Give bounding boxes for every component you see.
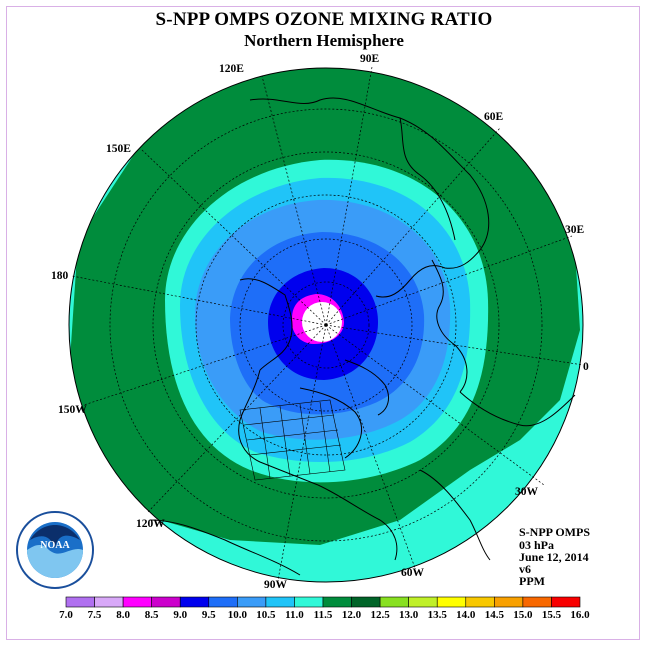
colorbar-tick-label: 15.5 (542, 609, 562, 621)
lon-label-0: 0 (583, 361, 589, 373)
colorbar-tick-label: 13.5 (428, 609, 448, 621)
figure-frame (6, 6, 640, 640)
map-subtitle: Northern Hemisphere (244, 31, 404, 50)
colorbar-swatch (465, 596, 495, 608)
colorbar-tick-label: 12.5 (370, 609, 390, 621)
colorbar-swatch (436, 596, 467, 608)
colorbar-tick-label: 9.0 (173, 609, 187, 621)
colorbar-swatch (379, 596, 409, 608)
lon-label-30w: 30W (515, 486, 539, 498)
colorbar-swatch (179, 596, 210, 608)
map-title: S-NPP OMPS OZONE MIXING RATIO (155, 9, 493, 30)
colorbar-swatch (122, 596, 152, 608)
info-version: v6 (519, 562, 531, 576)
lon-label-120e: 120E (219, 63, 244, 75)
lon-label-150w: 150W (58, 404, 87, 416)
graticule (71, 66, 584, 581)
colorbar-swatch (494, 596, 524, 608)
colorbar: 7.0 7.5 8.0 8.5 9.0 9.5 10.0 10.5 11.0 11.5 12.0 12… (59, 596, 590, 621)
colorbar-tick-label: 12.0 (342, 609, 362, 621)
colorbar-tick-label: 15.0 (513, 609, 533, 621)
colorbar-tick-label: 10.0 (228, 609, 248, 621)
lon-label-90e: 90E (360, 53, 380, 65)
noaa-logo-text: NOAA (40, 540, 70, 551)
colorbar-tick-label: 7.5 (88, 609, 102, 621)
info-instrument: S-NPP OMPS (519, 525, 590, 539)
lon-label-60e: 60E (484, 111, 504, 123)
colorbar-tick-label: 9.5 (202, 609, 216, 621)
lon-label-120w: 120W (136, 518, 165, 530)
colorbar-swatch (322, 596, 352, 608)
colorbar-tick-label: 14.0 (456, 609, 476, 621)
lon-label-30e: 30E (565, 224, 585, 236)
lon-label-90w: 90W (264, 579, 288, 591)
info-level: 03 hPa (519, 538, 555, 552)
colorbar-swatch (151, 596, 181, 608)
info-units: PPM (519, 574, 545, 588)
colorbar-tick-label: 13.0 (399, 609, 419, 621)
colorbar-tick-label: 7.0 (59, 609, 73, 621)
colorbar-swatch (551, 596, 581, 608)
coastlines (149, 97, 576, 576)
colorbar-tick-label: 14.5 (485, 609, 505, 621)
colorbar-swatch (94, 596, 124, 608)
colorbar-swatch (208, 596, 238, 608)
lon-label-180: 180 (51, 270, 69, 282)
colorbar-tick-label: 11.5 (314, 609, 333, 621)
colorbar-tick-label: 16.0 (570, 609, 590, 621)
colorbar-swatch (522, 596, 552, 608)
colorbar-swatch (408, 596, 438, 608)
colorbar-tick-label: 8.5 (145, 609, 159, 621)
hemisphere-boundary (68, 67, 584, 583)
longitude-labels: 90E 60E 30E 0 30W 60W 90W 120W 150W 180 … (51, 53, 589, 591)
colorbar-tick-label: 8.0 (116, 609, 130, 621)
colorbar-swatch (237, 596, 267, 608)
colorbar-swatch (265, 596, 295, 608)
ozone-contours (69, 68, 583, 582)
lon-label-60w: 60W (401, 567, 425, 579)
colorbar-swatch (65, 596, 95, 608)
colorbar-tick-label: 11.0 (285, 609, 304, 621)
lon-label-150e: 150E (106, 143, 131, 155)
us-states (239, 399, 346, 481)
colorbar-swatch (351, 596, 381, 608)
colorbar-tick-label: 10.5 (256, 609, 276, 621)
noaa-logo: NOAA (16, 511, 94, 589)
info-date: June 12, 2014 (519, 550, 589, 564)
colorbar-swatch (294, 596, 324, 608)
